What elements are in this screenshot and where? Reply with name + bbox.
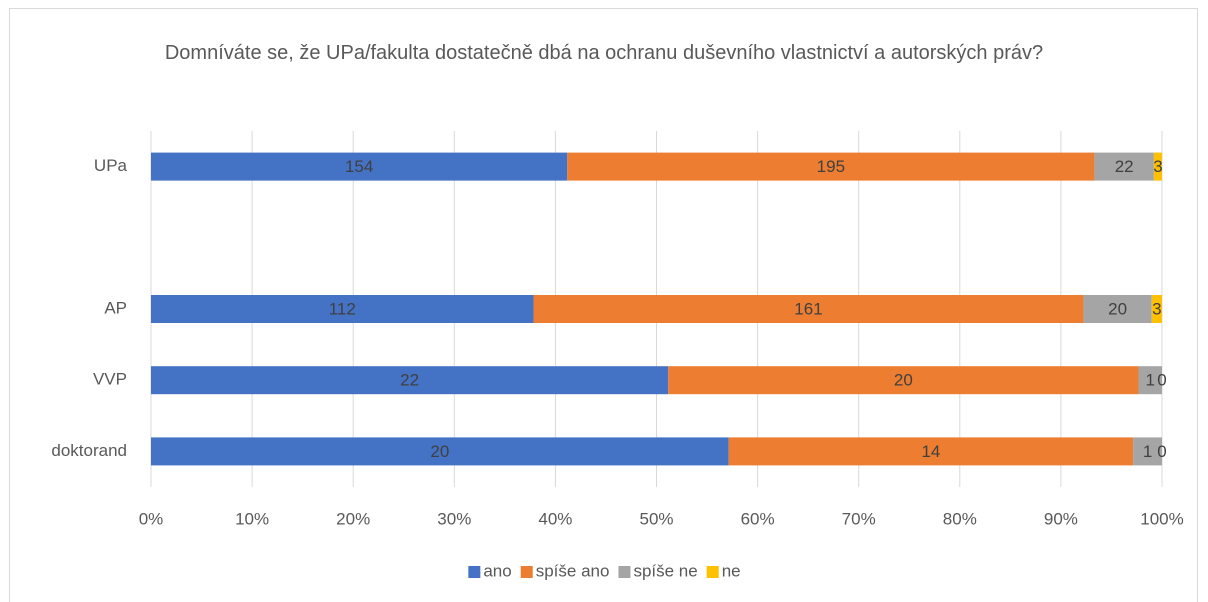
x-tick-label: 20%	[336, 509, 370, 528]
x-tick-label: 80%	[943, 509, 977, 528]
data-label: 20	[430, 442, 449, 461]
data-label: 14	[921, 442, 940, 461]
y-tick-label: AP	[104, 298, 127, 317]
legend-swatch	[468, 566, 481, 578]
data-label: 0	[1157, 442, 1166, 461]
x-tick-label: 90%	[1044, 509, 1078, 528]
y-tick-label: doktorand	[51, 441, 127, 460]
legend-swatch	[706, 566, 719, 578]
data-label: 0	[1157, 371, 1166, 390]
data-label: 20	[894, 371, 913, 390]
data-label: 20	[1108, 299, 1127, 318]
bar	[728, 437, 1134, 466]
chart-border	[9, 8, 1198, 602]
legend-swatch	[520, 566, 533, 578]
bar	[151, 152, 568, 181]
x-tick-label: 0%	[139, 509, 164, 528]
data-label: 195	[817, 157, 845, 176]
data-label: 161	[794, 299, 822, 318]
x-tick-label: 40%	[538, 509, 572, 528]
legend-label: ano	[483, 561, 511, 580]
y-tick-label: UPa	[94, 156, 128, 175]
data-label: 154	[345, 157, 373, 176]
data-label: 22	[400, 371, 419, 390]
legend-label: ne	[722, 561, 741, 580]
bar	[533, 295, 1084, 323]
data-label: 22	[1115, 157, 1134, 176]
bar	[1133, 437, 1162, 466]
data-label: 112	[329, 299, 356, 318]
legend-label: spíše ne	[633, 561, 697, 580]
x-tick-label: 10%	[235, 509, 269, 528]
x-tick-label: 60%	[741, 509, 775, 528]
bar	[1138, 366, 1162, 395]
bar	[1153, 152, 1162, 181]
x-tick-label: 100%	[1140, 509, 1183, 528]
bar	[668, 366, 1139, 395]
x-tick-label: 50%	[639, 509, 673, 528]
legend-swatch	[618, 566, 631, 578]
bar	[151, 295, 534, 323]
bar	[151, 437, 729, 466]
bar	[1083, 295, 1152, 323]
bar	[151, 366, 669, 395]
chart-title: Domníváte se, že UPa/fakulta dostatečně …	[164, 42, 1044, 64]
y-tick-label: VVP	[93, 370, 127, 389]
x-tick-label: 30%	[437, 509, 471, 528]
data-label: 3	[1153, 157, 1162, 176]
bar	[1094, 152, 1154, 181]
legend-label: spíše ano	[536, 561, 610, 580]
bar	[1151, 295, 1162, 323]
x-tick-label: 70%	[842, 509, 876, 528]
data-label: 1	[1143, 442, 1152, 461]
bar	[567, 152, 1095, 181]
data-label: 3	[1152, 299, 1161, 318]
data-label: 1	[1146, 371, 1155, 390]
